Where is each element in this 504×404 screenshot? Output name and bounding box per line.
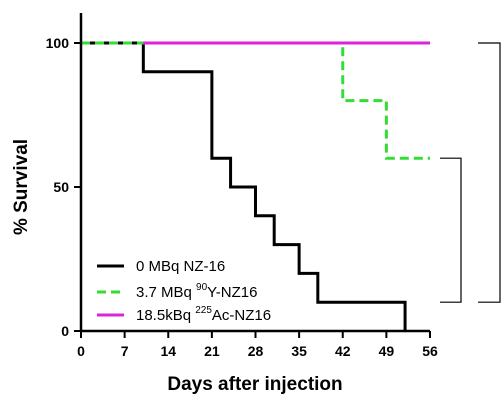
x-axis-title: Days after injection xyxy=(167,374,342,395)
series-line-0 xyxy=(81,41,407,331)
x-tick-label: 49 xyxy=(379,343,395,359)
y-tick-label: 0 xyxy=(61,323,69,339)
significance-brackets xyxy=(440,42,501,303)
plot-area xyxy=(81,41,430,331)
x-tick-label: 21 xyxy=(204,343,220,359)
y-axis-title: % Survival xyxy=(11,139,32,235)
x-tick-label: 56 xyxy=(422,343,438,359)
legend-label-0: 0 MBq NZ-16 xyxy=(136,258,225,275)
x-tick-label: 0 xyxy=(77,343,85,359)
x-tick-label: 14 xyxy=(160,343,176,359)
axes: 0 7 14 21 28 35 42 49 56 0 50 100 xyxy=(46,13,438,359)
x-tick-label: 28 xyxy=(248,343,264,359)
legend-label-1: 3.7 MBq 90Y-NZ16 xyxy=(136,282,257,301)
series-line-1 xyxy=(81,41,430,160)
x-tick-label: 35 xyxy=(291,343,307,359)
y-tick-label: 50 xyxy=(53,179,69,195)
legend: 0 MBq NZ-16 3.7 MBq 90Y-NZ16 18.5kBq 225Ac… xyxy=(97,258,271,324)
x-tick-label: 42 xyxy=(335,343,351,359)
legend-label-2: 18.5kBq 225Ac-NZ16 xyxy=(136,305,271,324)
significance-bracket-0 xyxy=(440,157,462,303)
y-tick-label: 100 xyxy=(46,35,70,51)
significance-bracket-1 xyxy=(478,42,501,303)
x-tick-label: 7 xyxy=(121,343,129,359)
